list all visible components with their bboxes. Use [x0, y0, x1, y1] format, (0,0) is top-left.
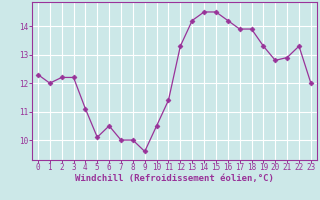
X-axis label: Windchill (Refroidissement éolien,°C): Windchill (Refroidissement éolien,°C) — [75, 174, 274, 183]
